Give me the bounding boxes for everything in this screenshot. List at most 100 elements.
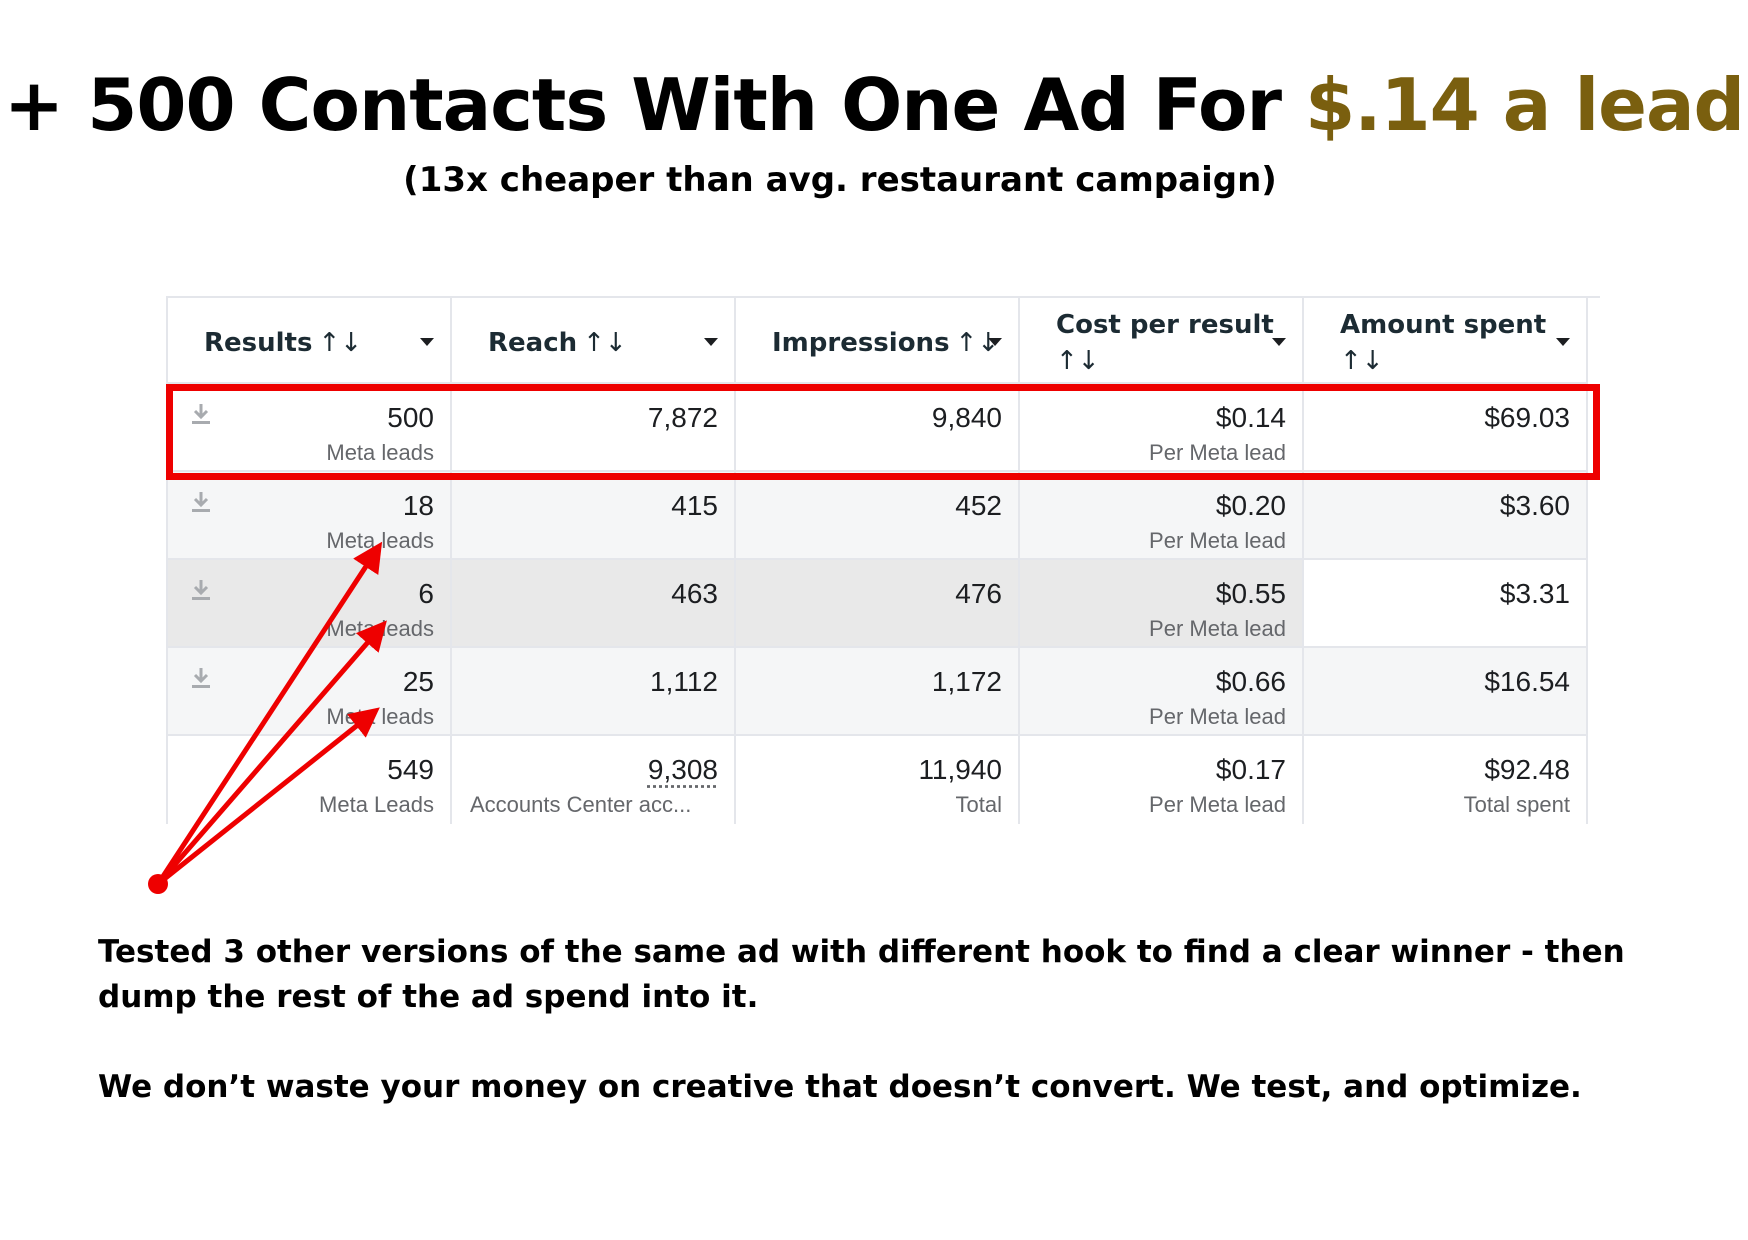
impressions-cell: 9,840 <box>736 384 1020 472</box>
total-impressions-value: 11,940 <box>918 754 1002 785</box>
column-label: Reach <box>488 328 578 358</box>
total-cost-value: $0.17 <box>1215 754 1286 785</box>
total-impressions-subtext: Total <box>955 792 1002 817</box>
total-results-subtext: Meta Leads <box>319 792 434 817</box>
caret-down-icon[interactable] <box>704 338 718 346</box>
column-label: Amount spent <box>1340 310 1547 340</box>
reach-value: 7,872 <box>647 402 718 433</box>
impressions-cell: 1,172 <box>736 648 1020 736</box>
results-value: 500 <box>387 402 434 433</box>
sort-icon[interactable]: ↑↓ <box>583 328 627 358</box>
spent-cell: $16.54 <box>1304 648 1588 736</box>
impressions-value: 476 <box>955 578 1002 609</box>
spent-value: $3.31 <box>1499 578 1570 609</box>
sort-icon[interactable]: ↑↓ <box>1340 346 1384 376</box>
download-icon[interactable] <box>190 490 212 514</box>
body-copy: Tested 3 other versions of the same ad w… <box>98 930 1658 1110</box>
download-icon[interactable] <box>190 402 212 426</box>
sort-icon[interactable]: ↑↓ <box>318 328 363 358</box>
column-header-amount-spent[interactable]: Amount spent ↑↓ <box>1304 298 1588 384</box>
results-subtext: Meta leads <box>326 440 434 465</box>
impressions-value: 1,172 <box>931 666 1002 697</box>
cost-subtext: Per Meta lead <box>1149 528 1286 553</box>
results-cell: 500 Meta leads <box>168 384 452 472</box>
total-results-value: 549 <box>387 754 434 785</box>
results-cell: 18 Meta leads <box>168 472 452 560</box>
total-results-cell: 549 Meta Leads <box>168 736 452 824</box>
spent-value: $69.03 <box>1484 402 1570 433</box>
cost-cell: $0.14 Per Meta lead <box>1020 384 1304 472</box>
total-reach-value[interactable]: 9,308 <box>647 754 718 785</box>
cost-cell: $0.66 Per Meta lead <box>1020 648 1304 736</box>
spent-cell: $3.60 <box>1304 472 1588 560</box>
subhead: (13x cheaper than avg. restaurant campai… <box>403 160 1277 200</box>
caret-down-icon[interactable] <box>420 338 434 346</box>
total-cost-subtext: Per Meta lead <box>1149 792 1286 817</box>
download-icon[interactable] <box>190 578 212 602</box>
spent-cell: $69.03 <box>1304 384 1588 472</box>
cost-subtext: Per Meta lead <box>1149 704 1286 729</box>
results-value: 18 <box>402 490 434 521</box>
reach-cell: 463 <box>452 560 736 648</box>
arrow-origin-dot <box>148 874 168 894</box>
cost-value: $0.55 <box>1215 578 1286 609</box>
results-subtext: Meta leads <box>326 704 434 729</box>
impressions-cell: 452 <box>736 472 1020 560</box>
reach-value: 1,112 <box>650 666 718 697</box>
winner-highlight-box <box>166 384 1600 480</box>
results-cell: 25 Meta leads <box>168 648 452 736</box>
reach-value: 463 <box>671 578 718 609</box>
headline-prefix: + 500 Contacts With One Ad For <box>3 63 1306 147</box>
download-icon[interactable] <box>190 666 212 690</box>
cost-cell: $0.20 Per Meta lead <box>1020 472 1304 560</box>
table-row[interactable]: 25 Meta leads 1,112 1,172 $0.66 Per Meta … <box>168 648 1600 736</box>
headline-accent: $.14 a lead <box>1305 63 1745 147</box>
column-label: Results <box>204 328 313 358</box>
reach-cell: 7,872 <box>452 384 736 472</box>
results-value: 25 <box>402 666 434 697</box>
column-header-cost-per-result[interactable]: Cost per result ↑↓ <box>1020 298 1304 384</box>
cost-value: $0.20 <box>1215 490 1286 521</box>
headline: + 500 Contacts With One Ad For $.14 a le… <box>0 62 1748 148</box>
total-impressions-cell: 11,940 Total <box>736 736 1020 824</box>
spent-value: $3.60 <box>1499 490 1570 521</box>
spent-cell: $3.31 <box>1304 560 1588 648</box>
reach-cell: 1,112 <box>452 648 736 736</box>
cost-subtext: Per Meta lead <box>1149 616 1286 641</box>
results-subtext: Meta leads <box>326 616 434 641</box>
sort-icon[interactable]: ↑↓ <box>1056 346 1100 376</box>
table-row[interactable]: 500 Meta leads 7,872 9,840 $0.14 Per Meta… <box>168 384 1600 472</box>
table-row[interactable]: 18 Meta leads 415 452 $0.20 Per Meta lead… <box>168 472 1600 560</box>
table-row[interactable]: 6 Meta leads 463 476 $0.55 Per Meta lead … <box>168 560 1600 648</box>
table-header: Results ↑↓ Reach ↑↓ Impressions ↑↓ Cost per… <box>168 298 1600 384</box>
reach-cell: 415 <box>452 472 736 560</box>
results-value: 6 <box>418 578 434 609</box>
results-cell: 6 Meta leads <box>168 560 452 648</box>
cost-subtext: Per Meta lead <box>1149 440 1286 465</box>
total-reach-cell: 9,308 Accounts Center acc... <box>452 736 736 824</box>
caret-down-icon[interactable] <box>988 338 1002 346</box>
caret-down-icon[interactable] <box>1272 338 1286 346</box>
column-label: Cost per result <box>1056 310 1274 340</box>
column-header-impressions[interactable]: Impressions ↑↓ <box>736 298 1020 384</box>
totals-row: 549 Meta Leads 9,308 Accounts Center acc..… <box>168 736 1600 824</box>
column-header-reach[interactable]: Reach ↑↓ <box>452 298 736 384</box>
body-paragraph: We don’t waste your money on creative th… <box>98 1069 1582 1105</box>
impressions-value: 452 <box>955 490 1002 521</box>
total-cost-cell: $0.17 Per Meta lead <box>1020 736 1304 824</box>
total-spent-cell: $92.48 Total spent <box>1304 736 1588 824</box>
impressions-value: 9,840 <box>931 402 1002 433</box>
results-subtext: Meta leads <box>326 528 434 553</box>
total-spent-subtext: Total spent <box>1463 792 1570 817</box>
body-paragraph: Tested 3 other versions of the same ad w… <box>98 934 1625 1015</box>
caret-down-icon[interactable] <box>1556 338 1570 346</box>
reach-value: 415 <box>671 490 718 521</box>
total-spent-value: $92.48 <box>1484 754 1570 785</box>
cost-cell: $0.55 Per Meta lead <box>1020 560 1304 648</box>
cost-value: $0.14 <box>1215 402 1286 433</box>
spent-value: $16.54 <box>1484 666 1570 697</box>
impressions-cell: 476 <box>736 560 1020 648</box>
column-label: Impressions <box>772 328 950 358</box>
column-header-results[interactable]: Results ↑↓ <box>168 298 452 384</box>
cost-value: $0.66 <box>1215 666 1286 697</box>
